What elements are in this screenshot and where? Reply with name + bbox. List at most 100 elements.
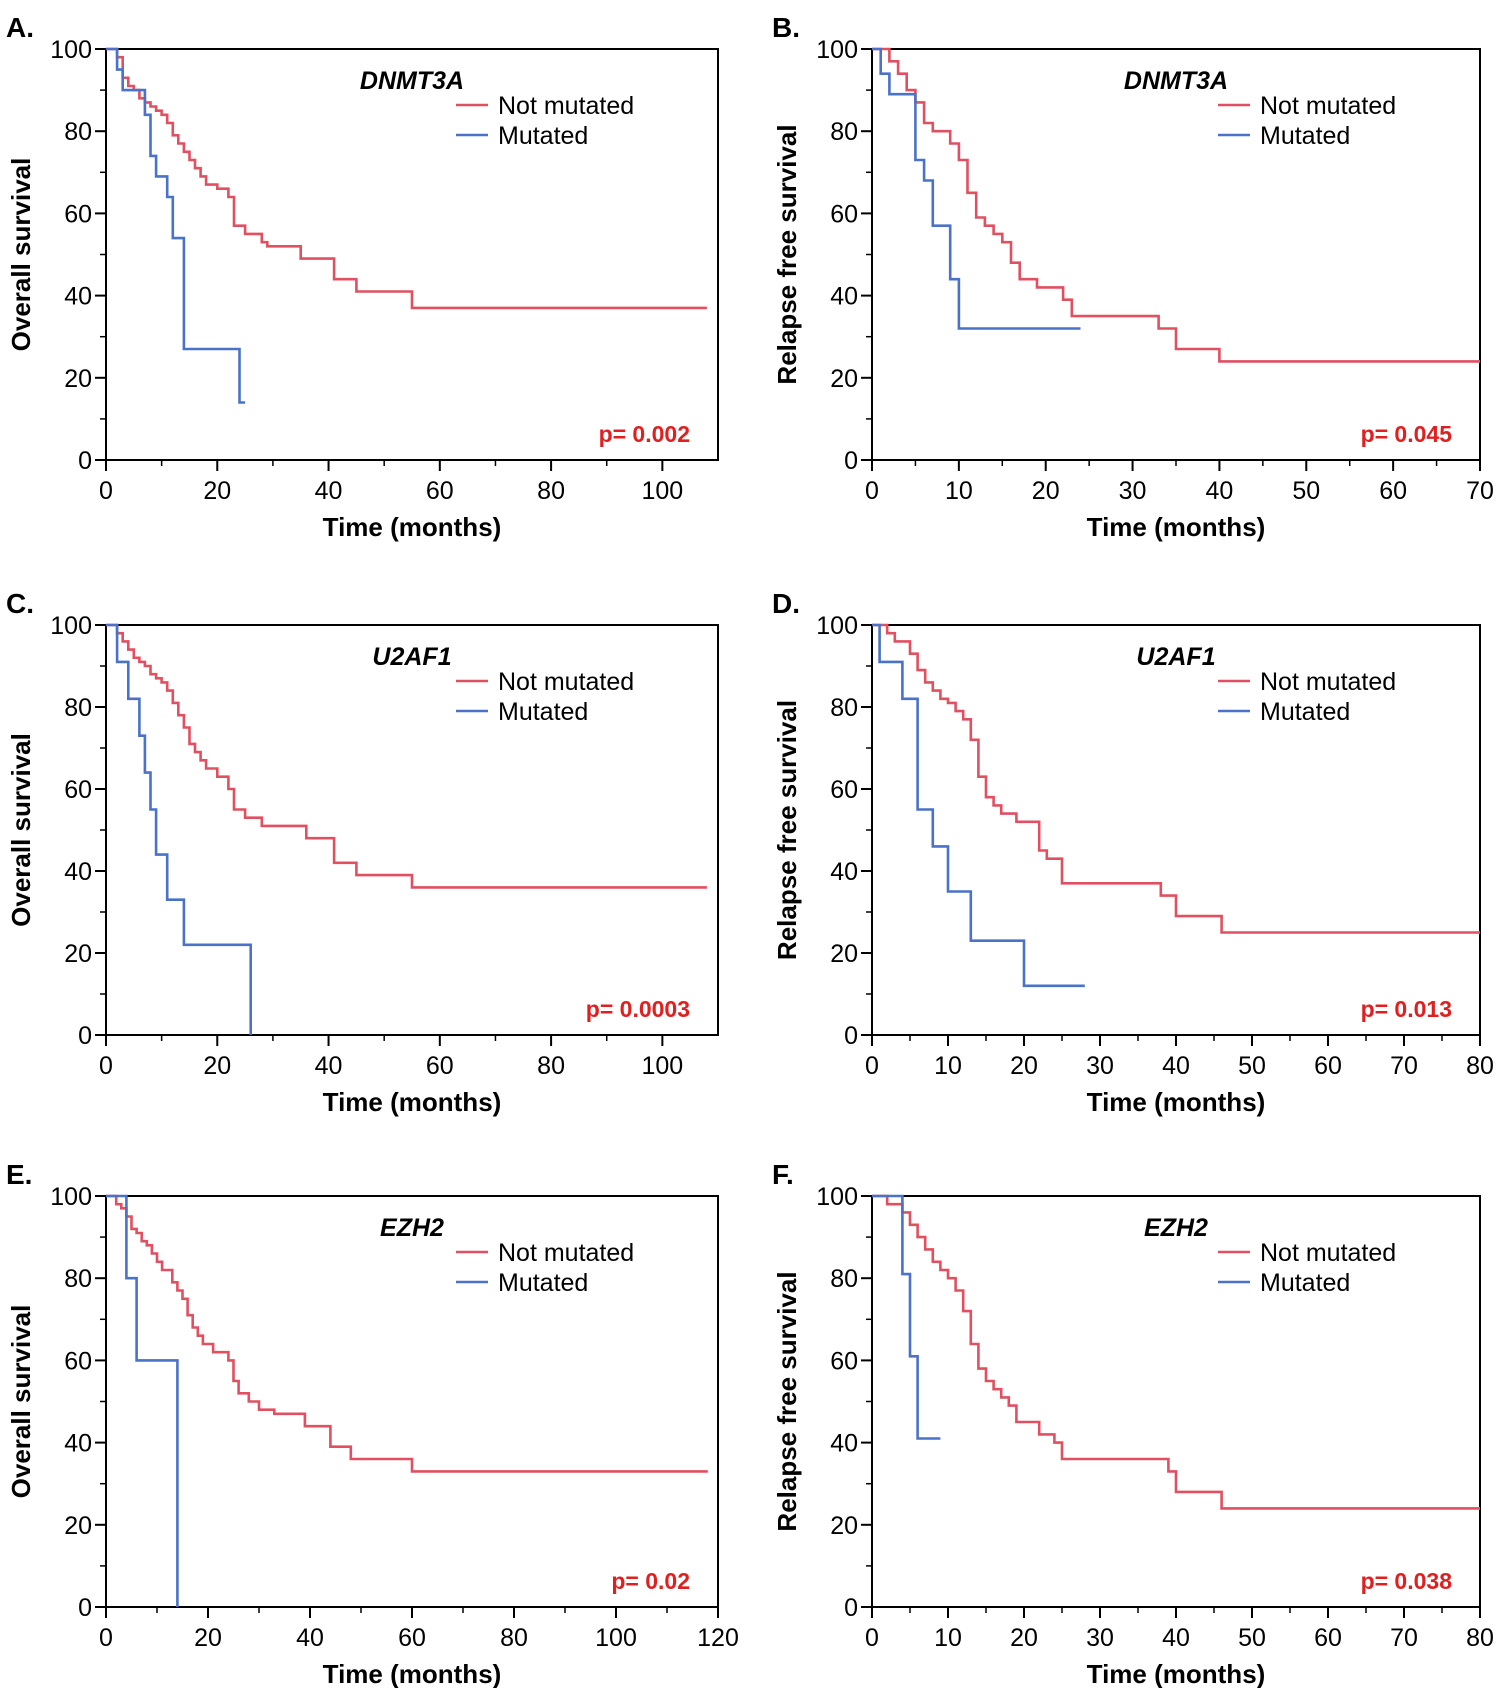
survival-curve-mutated xyxy=(106,1194,179,1607)
p-value: p= 0.038 xyxy=(1361,1568,1453,1594)
p-value: p= 0.013 xyxy=(1361,996,1452,1022)
y-tick-label: 100 xyxy=(816,612,858,640)
gene-title: EZH2 xyxy=(380,1214,444,1242)
chart-panel-d: D. 0 10 20 30 40 50 60 70 80 0 20 40 60 80 100 Time (mon… xyxy=(772,588,1494,1117)
legend-label: Not mutated xyxy=(1260,92,1396,120)
x-tick-label: 60 xyxy=(426,477,454,505)
x-tick-label: 20 xyxy=(203,477,231,505)
x-axis-title: Time (months) xyxy=(323,512,502,542)
x-tick-label: 60 xyxy=(1379,477,1407,505)
panel-label: B. xyxy=(772,12,800,43)
x-tick-label: 20 xyxy=(203,1052,231,1080)
y-axis-title: Overall survival xyxy=(6,1305,36,1499)
chart-panel-e: E. 0 20 40 60 80 100 120 0 20 40 60 80 100 Time (month… xyxy=(6,1159,739,1688)
y-tick-label: 0 xyxy=(78,447,92,475)
y-tick-label: 0 xyxy=(844,1594,858,1622)
y-tick-label: 80 xyxy=(830,694,858,722)
y-tick-label: 100 xyxy=(50,612,92,640)
x-tick-label: 40 xyxy=(1162,1052,1190,1080)
gene-title: DNMT3A xyxy=(360,67,464,95)
y-tick-label: 60 xyxy=(830,776,858,804)
survival-curve-not-mutated xyxy=(106,623,707,889)
y-tick-label: 40 xyxy=(64,283,92,311)
survival-curve-not-mutated xyxy=(872,1194,1480,1510)
chart-panel-c: C. 0 20 40 60 80 100 0 20 40 60 80 100 Time (months) O… xyxy=(6,588,719,1117)
y-tick-label: 20 xyxy=(64,1512,92,1540)
x-tick-label: 60 xyxy=(1314,1624,1342,1652)
chart-panel-a: A. 0 20 40 60 80 100 0 20 40 60 80 100 Time (months) O… xyxy=(6,12,719,542)
survival-curve-not-mutated xyxy=(106,1194,708,1473)
survival-curve-mutated xyxy=(872,1194,941,1440)
y-tick-label: 80 xyxy=(830,1265,858,1293)
legend-label: Not mutated xyxy=(1260,668,1396,696)
y-tick-label: 100 xyxy=(816,36,858,64)
y-tick-label: 40 xyxy=(64,858,92,886)
y-tick-label: 60 xyxy=(64,200,92,228)
y-tick-label: 100 xyxy=(816,1183,858,1211)
x-tick-label: 40 xyxy=(315,477,343,505)
survival-curve-not-mutated xyxy=(872,623,1480,934)
y-axis-title: Relapse free survival xyxy=(772,124,802,384)
x-tick-label: 40 xyxy=(315,1052,343,1080)
x-tick-label: 80 xyxy=(1466,1624,1494,1652)
panel-label: A. xyxy=(6,12,34,43)
x-tick-label: 100 xyxy=(642,1052,684,1080)
y-tick-label: 0 xyxy=(844,1022,858,1050)
x-tick-label: 80 xyxy=(537,477,565,505)
panel-label: D. xyxy=(772,588,800,619)
legend-label: Mutated xyxy=(1260,1269,1350,1297)
y-tick-label: 20 xyxy=(830,940,858,968)
y-tick-label: 80 xyxy=(64,694,92,722)
y-axis-title: Overall survival xyxy=(6,733,36,927)
panel-label: F. xyxy=(772,1159,794,1190)
legend-label: Not mutated xyxy=(498,668,634,696)
x-tick-label: 0 xyxy=(99,1624,113,1652)
x-tick-label: 80 xyxy=(537,1052,565,1080)
x-tick-label: 30 xyxy=(1086,1624,1114,1652)
x-tick-label: 40 xyxy=(1162,1624,1190,1652)
x-tick-label: 10 xyxy=(934,1052,962,1080)
panel-label: E. xyxy=(6,1159,32,1190)
legend-label: Mutated xyxy=(1260,122,1350,150)
x-tick-label: 0 xyxy=(865,477,879,505)
y-tick-label: 0 xyxy=(78,1594,92,1622)
survival-curve-not-mutated xyxy=(106,47,707,310)
survival-curve-mutated xyxy=(106,623,252,1035)
x-tick-label: 50 xyxy=(1238,1052,1266,1080)
x-tick-label: 70 xyxy=(1466,477,1494,505)
x-tick-label: 100 xyxy=(642,477,684,505)
x-tick-label: 40 xyxy=(1206,477,1234,505)
x-axis-title: Time (months) xyxy=(323,1659,502,1688)
y-tick-label: 60 xyxy=(830,1347,858,1375)
x-tick-label: 80 xyxy=(1466,1052,1494,1080)
panel-label: C. xyxy=(6,588,34,619)
x-tick-label: 0 xyxy=(865,1624,879,1652)
y-tick-label: 60 xyxy=(64,1347,92,1375)
legend-label: Mutated xyxy=(1260,698,1350,726)
x-tick-label: 70 xyxy=(1390,1624,1418,1652)
y-tick-label: 40 xyxy=(830,858,858,886)
y-tick-label: 20 xyxy=(64,365,92,393)
p-value: p= 0.0003 xyxy=(586,996,690,1022)
x-axis-title: Time (months) xyxy=(1087,512,1266,542)
gene-title: DNMT3A xyxy=(1124,67,1228,95)
x-tick-label: 20 xyxy=(194,1624,222,1652)
legend-label: Not mutated xyxy=(498,1239,634,1267)
x-tick-label: 20 xyxy=(1010,1624,1038,1652)
y-tick-label: 60 xyxy=(830,200,858,228)
x-tick-label: 50 xyxy=(1292,477,1320,505)
y-tick-label: 100 xyxy=(50,36,92,64)
survival-curve-mutated xyxy=(872,47,1081,330)
y-tick-label: 20 xyxy=(830,365,858,393)
x-tick-label: 80 xyxy=(500,1624,528,1652)
y-tick-label: 80 xyxy=(830,118,858,146)
gene-title: EZH2 xyxy=(1144,1214,1208,1242)
y-tick-label: 0 xyxy=(844,447,858,475)
x-axis-title: Time (months) xyxy=(323,1087,502,1117)
x-tick-label: 60 xyxy=(426,1052,454,1080)
x-tick-label: 70 xyxy=(1390,1052,1418,1080)
x-tick-label: 60 xyxy=(398,1624,426,1652)
x-tick-label: 40 xyxy=(296,1624,324,1652)
y-tick-label: 40 xyxy=(64,1430,92,1458)
